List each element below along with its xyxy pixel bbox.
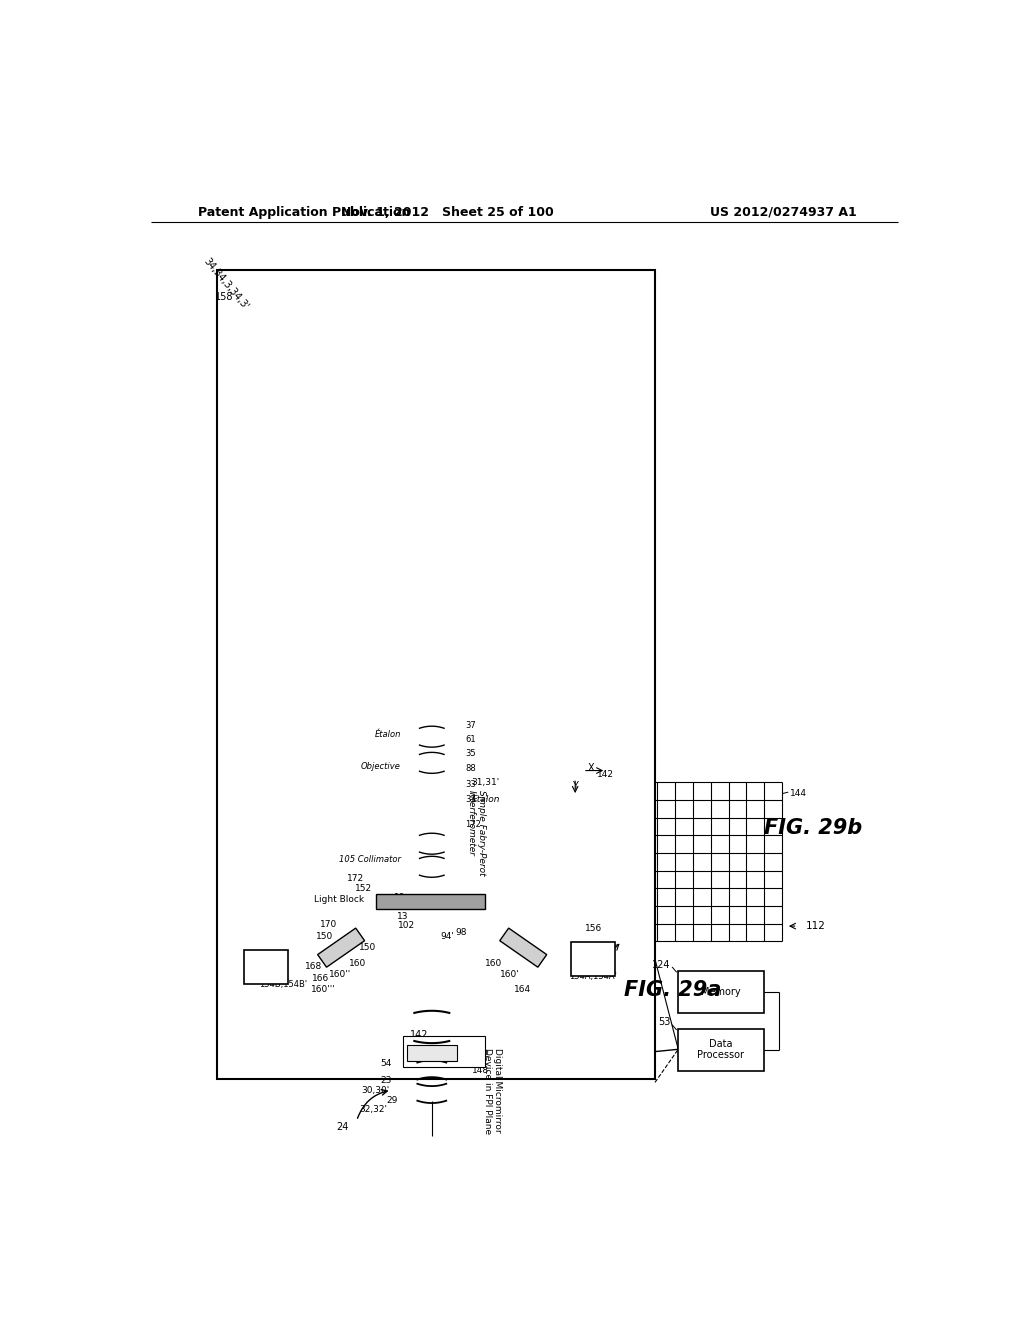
Polygon shape bbox=[500, 928, 547, 968]
Text: 150: 150 bbox=[316, 932, 334, 941]
Text: 110: 110 bbox=[593, 949, 610, 957]
Text: 160''': 160''' bbox=[311, 986, 336, 994]
Text: FIG. 29a: FIG. 29a bbox=[624, 979, 721, 1001]
Text: 32,32': 32,32' bbox=[359, 1105, 388, 1114]
Bar bbox=[678, 970, 764, 1014]
Text: 142: 142 bbox=[597, 770, 614, 779]
Text: Photo-
multiplier
Detector: Photo- multiplier Detector bbox=[248, 952, 285, 982]
Text: 172: 172 bbox=[347, 874, 365, 883]
Text: 24: 24 bbox=[337, 1122, 349, 1133]
Text: 164: 164 bbox=[514, 986, 531, 994]
Text: 152: 152 bbox=[355, 884, 372, 892]
Text: 112: 112 bbox=[805, 921, 825, 931]
Text: X: X bbox=[588, 763, 594, 774]
Text: 104: 104 bbox=[465, 1044, 482, 1053]
Text: Simple Fabry-Perot
Interferometer: Simple Fabry-Perot Interferometer bbox=[467, 789, 486, 875]
Text: Y: Y bbox=[572, 781, 579, 791]
Text: 29: 29 bbox=[386, 1096, 397, 1105]
Text: Photo-
multiplier
Detector: Photo- multiplier Detector bbox=[574, 944, 611, 974]
Text: Étalon: Étalon bbox=[375, 730, 400, 739]
Text: 168: 168 bbox=[304, 962, 322, 972]
Text: 53: 53 bbox=[658, 1018, 671, 1027]
Text: 150: 150 bbox=[358, 944, 376, 952]
Text: 172: 172 bbox=[465, 820, 481, 829]
Text: 160: 160 bbox=[349, 958, 367, 968]
Text: 170: 170 bbox=[319, 920, 337, 929]
Text: 34,34,3,34,3': 34,34,3,34,3' bbox=[202, 256, 251, 312]
Text: 88: 88 bbox=[465, 764, 476, 772]
Bar bbox=[571, 942, 614, 977]
Text: 160: 160 bbox=[484, 958, 502, 968]
Text: 33: 33 bbox=[465, 780, 476, 789]
Text: FIG. 29b: FIG. 29b bbox=[764, 818, 862, 838]
Text: 19: 19 bbox=[394, 894, 406, 902]
Text: 23: 23 bbox=[380, 1076, 391, 1085]
Text: 94': 94' bbox=[440, 932, 455, 941]
Text: US 2012/0274937 A1: US 2012/0274937 A1 bbox=[710, 206, 856, 219]
Text: 166: 166 bbox=[312, 974, 330, 983]
Text: 54: 54 bbox=[380, 1059, 391, 1068]
Text: 30,30': 30,30' bbox=[361, 1085, 390, 1094]
Text: Digital Micromirror
Device in FPI Plane: Digital Micromirror Device in FPI Plane bbox=[482, 1048, 502, 1134]
Text: 47,: 47, bbox=[458, 1038, 471, 1047]
Bar bbox=[678, 1028, 764, 1071]
Bar bbox=[217, 271, 655, 1078]
Text: 31,31': 31,31' bbox=[471, 777, 500, 787]
Bar bbox=[403, 1036, 484, 1067]
Text: Patent Application Publication: Patent Application Publication bbox=[198, 206, 411, 219]
Polygon shape bbox=[317, 928, 365, 968]
Text: 154B,154B': 154B,154B' bbox=[259, 981, 307, 989]
Text: 35: 35 bbox=[465, 750, 476, 758]
Text: 98: 98 bbox=[456, 928, 467, 937]
Text: 154A,154A': 154A,154A' bbox=[569, 973, 616, 981]
Text: 158: 158 bbox=[215, 292, 233, 302]
Text: 142: 142 bbox=[411, 1030, 429, 1040]
Text: 31.1: 31.1 bbox=[383, 903, 403, 911]
Text: Nov. 1, 2012   Sheet 25 of 100: Nov. 1, 2012 Sheet 25 of 100 bbox=[341, 206, 554, 219]
Text: 61: 61 bbox=[465, 735, 476, 744]
Bar bbox=[376, 894, 484, 909]
Text: 105 Collimator: 105 Collimator bbox=[339, 854, 400, 863]
Text: 102: 102 bbox=[397, 921, 415, 929]
Bar bbox=[245, 950, 288, 983]
Text: 13: 13 bbox=[397, 912, 409, 920]
Text: 160': 160' bbox=[500, 970, 520, 979]
Text: Memory: Memory bbox=[701, 987, 740, 997]
Text: Data
Processor: Data Processor bbox=[697, 1039, 744, 1060]
Text: 33: 33 bbox=[465, 795, 476, 804]
Text: Objective: Objective bbox=[360, 762, 400, 771]
Text: 37: 37 bbox=[465, 722, 476, 730]
Text: 156: 156 bbox=[586, 924, 602, 933]
Bar bbox=[407, 1044, 458, 1061]
Text: 124: 124 bbox=[652, 960, 671, 970]
Text: 148: 148 bbox=[472, 1067, 489, 1076]
Text: 144: 144 bbox=[790, 789, 807, 799]
Text: Light Block: Light Block bbox=[314, 895, 365, 904]
Text: 160'': 160'' bbox=[329, 970, 351, 979]
Text: Etalon: Etalon bbox=[471, 795, 500, 804]
Text: 162: 162 bbox=[473, 1051, 490, 1059]
